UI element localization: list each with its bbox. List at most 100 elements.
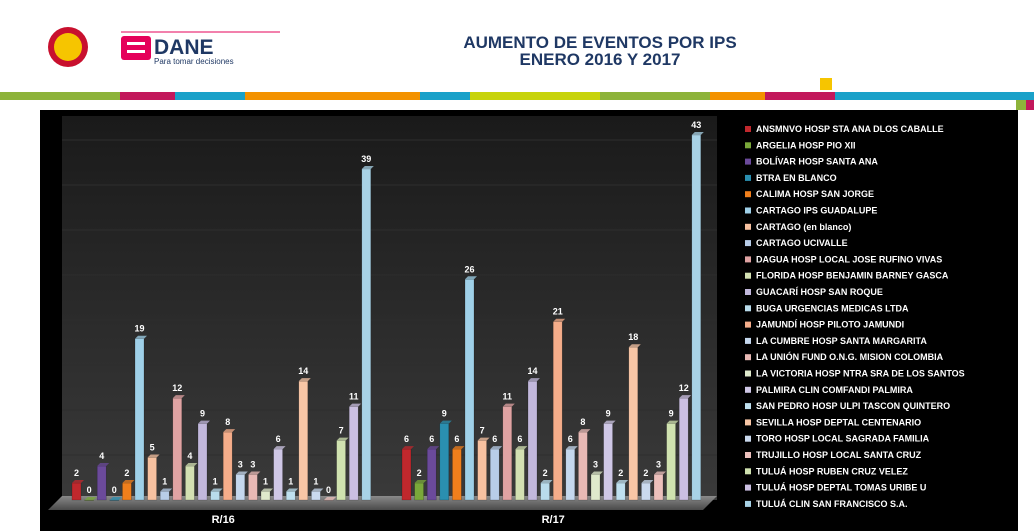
bar-top xyxy=(235,471,248,475)
bar-top xyxy=(477,437,490,441)
bar xyxy=(109,499,120,501)
data-label: 5 xyxy=(150,443,155,453)
bar-top xyxy=(414,480,427,484)
bar xyxy=(628,346,639,501)
legend-swatch xyxy=(745,142,751,149)
bar-top xyxy=(109,497,122,500)
data-label: 4 xyxy=(187,451,192,461)
bar xyxy=(273,448,283,501)
data-label: 3 xyxy=(250,460,255,470)
legend-label: CARTAGO (en blanco) xyxy=(756,222,851,232)
title: ENERO 2016 Y 2017 xyxy=(520,50,681,69)
data-label: 3 xyxy=(656,460,661,470)
bar-top xyxy=(402,446,414,450)
bar-top xyxy=(210,488,223,492)
bar xyxy=(641,482,651,501)
legend-swatch xyxy=(745,191,751,198)
bar-top xyxy=(84,497,97,500)
legend-label: CARTAGO IPS GUADALUPE xyxy=(756,206,877,216)
bar xyxy=(285,491,296,501)
bar xyxy=(502,406,513,501)
data-label: 0 xyxy=(87,485,92,495)
legend-label: BOLÍVAR HOSP SANTA ANA xyxy=(756,157,878,167)
data-label: 2 xyxy=(74,468,79,478)
bar xyxy=(464,279,475,501)
bar xyxy=(439,423,450,501)
bar xyxy=(147,457,157,501)
legend-label: LA UNIÓN FUND O.N.G. MISION COLOMBIA xyxy=(756,351,944,362)
title: AUMENTO DE EVENTOS POR IPS xyxy=(463,33,736,52)
data-label: 9 xyxy=(200,409,205,419)
data-label: 9 xyxy=(606,409,611,419)
logo-tagline: Para tomar decisiones xyxy=(154,57,234,66)
bar xyxy=(84,499,94,501)
data-label: 21 xyxy=(553,307,563,317)
bar xyxy=(336,440,346,501)
bar xyxy=(540,482,550,501)
data-label: 9 xyxy=(669,409,674,419)
legend-swatch xyxy=(745,500,751,507)
bar xyxy=(134,338,145,501)
bar xyxy=(653,474,664,501)
bar xyxy=(401,448,412,501)
legend-label: BTRA EN BLANCO xyxy=(756,173,837,183)
logo-stripe xyxy=(127,42,145,45)
legend-label: TULUÁ CLIN SAN FRANCISCO S.A. xyxy=(756,499,908,509)
bar-top xyxy=(122,480,135,484)
legend-label: JAMUNDÍ HOSP PILOTO JAMUNDI xyxy=(756,320,904,330)
data-label: 0 xyxy=(112,485,117,495)
bar-top xyxy=(666,420,679,424)
bar-top xyxy=(336,437,349,441)
bar xyxy=(71,482,82,501)
bar xyxy=(578,431,588,501)
data-label: 3 xyxy=(593,460,598,470)
plot-area xyxy=(62,116,717,500)
bar-top xyxy=(578,429,591,433)
bar xyxy=(197,423,208,501)
data-label: 8 xyxy=(225,417,230,427)
legend-swatch xyxy=(745,419,751,426)
legend-label: TORO HOSP LOCAL SAGRADA FAMILIA xyxy=(756,434,930,444)
data-label: 11 xyxy=(349,392,359,402)
legend-swatch xyxy=(745,484,751,491)
data-label: 14 xyxy=(298,366,308,376)
bar xyxy=(210,491,220,501)
data-label: 6 xyxy=(404,434,409,444)
data-label: 11 xyxy=(503,392,513,402)
data-label: 8 xyxy=(580,417,585,427)
bar-top xyxy=(286,488,299,492)
legend-label: CARTAGO UCIVALLE xyxy=(756,238,848,248)
bar-top xyxy=(273,446,286,450)
data-label: 43 xyxy=(691,120,701,130)
data-label: 2 xyxy=(417,468,422,478)
data-label: 3 xyxy=(238,460,243,470)
bar-top xyxy=(160,488,173,492)
bar-top xyxy=(185,463,198,467)
bar-top xyxy=(324,497,336,500)
legend-swatch xyxy=(745,240,751,247)
legend-swatch xyxy=(745,223,751,230)
bar-top xyxy=(691,132,704,135)
legend-label: TRUJILLO HOSP LOCAL SANTA CRUZ xyxy=(756,450,922,460)
legend-swatch xyxy=(745,370,751,377)
bar-top xyxy=(427,446,440,450)
seal-inner xyxy=(54,33,82,61)
bar xyxy=(235,474,246,501)
bar xyxy=(96,465,107,501)
bar xyxy=(185,465,195,501)
bar-top xyxy=(591,471,603,475)
bar xyxy=(323,499,334,501)
bar xyxy=(172,397,183,501)
legend-label: ANSMNVO HOSP STA ANA DLOS CABALLE xyxy=(756,124,944,134)
bar xyxy=(527,380,538,501)
bar-top xyxy=(679,395,692,399)
bar xyxy=(565,448,576,501)
legend-label: CALIMA HOSP SAN JORGE xyxy=(756,189,874,199)
legend-swatch xyxy=(745,403,751,410)
data-label: 2 xyxy=(618,468,623,478)
bar-top xyxy=(452,446,465,450)
bar xyxy=(426,448,437,501)
legend-swatch xyxy=(745,256,751,263)
data-label: 1 xyxy=(263,477,268,487)
